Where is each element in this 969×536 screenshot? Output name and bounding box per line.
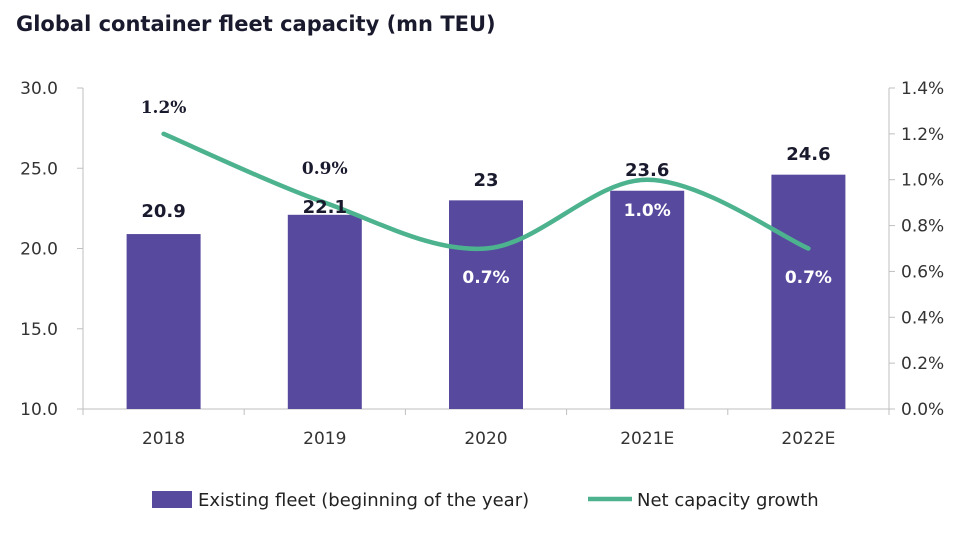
x-tick-label: 2018: [142, 429, 185, 449]
right-tick-label: 1.0%: [901, 171, 944, 191]
right-tick-label: 1.2%: [901, 125, 944, 145]
left-tick-label: 15.0: [20, 320, 58, 340]
bar-2022E: [771, 175, 845, 409]
right-tick-label: 0.6%: [901, 262, 944, 282]
growth-value-label: 0.9%: [302, 159, 348, 179]
growth-value-label: 1.0%: [624, 201, 671, 221]
legend-label-net-growth: Net capacity growth: [637, 490, 819, 511]
bar-value-label: 23: [473, 170, 498, 191]
x-tick-label: 2020: [464, 429, 507, 449]
legend-label-existing-fleet: Existing fleet (beginning of the year): [198, 490, 529, 511]
growth-value-label: 1.2%: [141, 98, 187, 118]
left-tick-label: 25.0: [20, 159, 58, 179]
chart-area: 10.0 15.0 20.0 25.0 30.0 0.0% 0.2% 0.4% 0.6% 0.8%…: [0, 0, 969, 536]
bar-value-label: 23.6: [625, 160, 669, 181]
right-tick-label: 0.0%: [901, 400, 944, 420]
x-tick-label: 2021E: [620, 429, 674, 449]
bar-value-label: 24.6: [786, 144, 830, 165]
legend-swatch-existing-fleet: [152, 491, 192, 508]
bar-value-label: 20.9: [141, 201, 185, 222]
bar-2020: [449, 200, 523, 409]
growth-value-label: 0.7%: [785, 268, 832, 288]
left-tick-label: 30.0: [20, 79, 58, 99]
bar-2019: [288, 215, 362, 409]
left-tick-label: 20.0: [20, 240, 58, 260]
right-tick-label: 0.4%: [901, 308, 944, 328]
left-tick-label: 10.0: [20, 400, 58, 420]
x-tick-label: 2022E: [781, 429, 835, 449]
right-tick-label: 1.4%: [901, 79, 944, 99]
legend: Existing fleet (beginning of the year) Ne…: [152, 490, 819, 511]
x-tick-label: 2019: [303, 429, 346, 449]
bar-2018: [127, 234, 201, 409]
bar-value-label: 22.1: [303, 197, 347, 218]
growth-value-label: 0.7%: [462, 268, 509, 288]
right-tick-label: 0.2%: [901, 354, 944, 374]
right-tick-label: 0.8%: [901, 217, 944, 237]
bar-2021E: [610, 191, 684, 409]
